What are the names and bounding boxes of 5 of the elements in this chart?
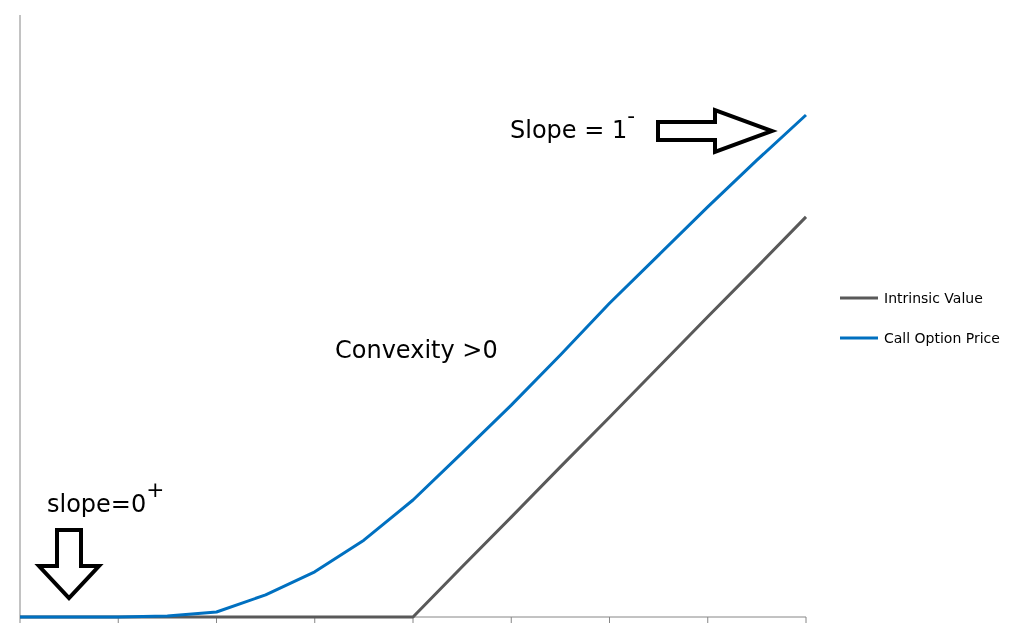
legend-label: Call Option Price — [884, 330, 1000, 346]
legend-label: Intrinsic Value — [884, 290, 983, 306]
annotation: slope=0$^{+}$ — [47, 476, 165, 518]
annotation: Slope = 1$^{-}$ — [510, 102, 636, 144]
annotation: Convexity >0 — [335, 336, 498, 364]
